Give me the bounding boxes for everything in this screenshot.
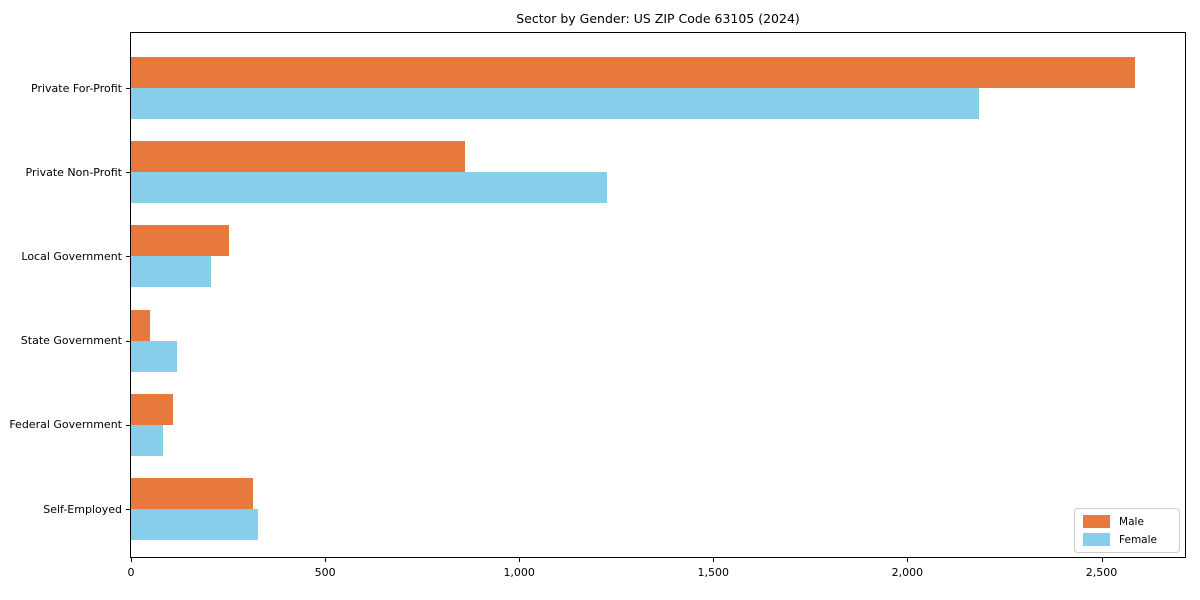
y-tick-label-self-employed: Self-Employed — [43, 502, 122, 516]
y-tick-mark — [126, 256, 130, 258]
x-tick-mark — [713, 558, 715, 562]
bar-male-private-for-profit — [131, 57, 1135, 88]
bar-male-private-non-profit — [131, 141, 465, 173]
y-tick-label-federal-government: Federal Government — [9, 418, 122, 432]
y-tick-label-state-government: State Government — [20, 334, 122, 348]
y-tick-label-private-for-profit: Private For-Profit — [31, 81, 122, 95]
bar-male-self-employed — [131, 478, 253, 509]
x-tick-label-1500: 1,500 — [697, 566, 730, 579]
legend-entry-male: Male — [1083, 515, 1171, 528]
legend-entry-female: Female — [1083, 533, 1171, 546]
y-tick-mark — [126, 88, 130, 89]
x-tick-label-2500: 2,500 — [1085, 566, 1118, 579]
y-tick-mark — [126, 424, 130, 426]
bar-female-private-non-profit — [131, 172, 607, 204]
y-tick-label-local-government: Local Government — [21, 249, 122, 263]
bar-male-local-government — [131, 225, 229, 257]
y-tick-label-private-non-profit: Private Non-Profit — [25, 165, 122, 179]
y-tick-mark — [126, 340, 130, 342]
bar-male-federal-government — [131, 393, 173, 425]
legend-swatch-male — [1083, 515, 1111, 528]
bar-female-state-government — [131, 340, 177, 372]
x-tick-label-0: 0 — [127, 566, 135, 579]
x-tick-label-2000: 2,000 — [891, 566, 924, 579]
legend-label-female: Female — [1119, 533, 1157, 546]
chart-title: Sector by Gender: US ZIP Code 63105 (202… — [516, 11, 800, 26]
plot-area: Male Female — [130, 32, 1186, 558]
bar-female-local-government — [131, 256, 211, 288]
x-tick-mark — [131, 558, 132, 562]
legend-label-male: Male — [1119, 515, 1144, 528]
x-tick-mark — [907, 558, 909, 562]
x-tick-label-1000: 1,000 — [503, 566, 535, 579]
x-tick-mark — [325, 558, 327, 562]
bar-female-federal-government — [131, 424, 164, 456]
legend: Male Female — [1074, 508, 1180, 553]
x-tick-label-500: 500 — [314, 566, 336, 579]
y-tick-mark — [126, 509, 130, 510]
y-tick-mark — [126, 172, 130, 174]
bar-male-state-government — [131, 309, 151, 341]
bar-female-private-for-profit — [131, 88, 979, 119]
legend-swatch-female — [1083, 533, 1111, 546]
bar-female-self-employed — [131, 509, 258, 540]
x-tick-mark — [1101, 558, 1103, 562]
x-tick-mark — [519, 558, 521, 562]
